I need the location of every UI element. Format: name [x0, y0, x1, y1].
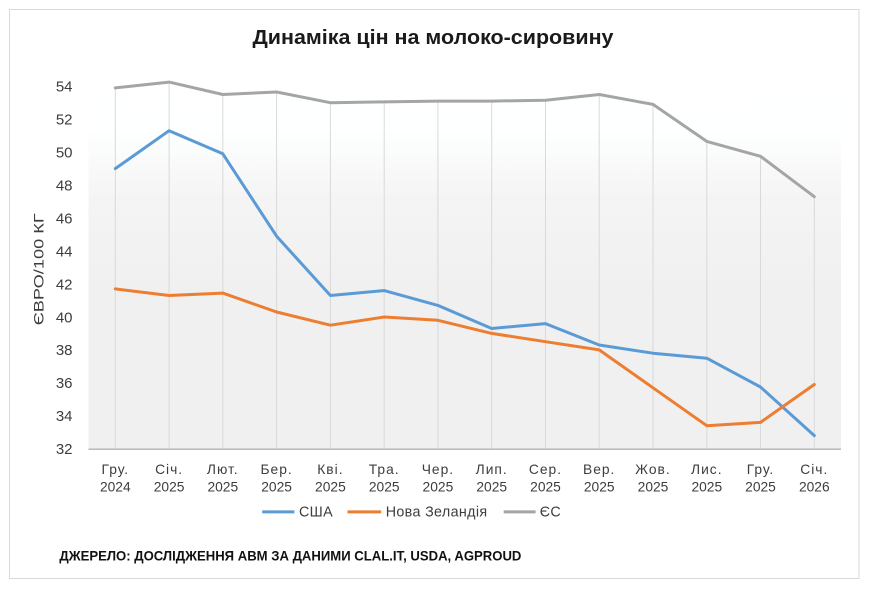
svg-text:Сер.: Сер.: [529, 462, 562, 477]
svg-text:40: 40: [56, 309, 73, 326]
svg-text:Гру.: Гру.: [102, 462, 130, 477]
svg-text:Жов.: Жов.: [635, 462, 670, 477]
svg-text:Чер.: Чер.: [422, 462, 454, 477]
svg-text:2025: 2025: [476, 479, 507, 494]
svg-text:Лис.: Лис.: [691, 462, 723, 477]
svg-text:54: 54: [56, 79, 73, 96]
svg-text:Кві.: Кві.: [317, 462, 343, 477]
svg-text:36: 36: [56, 375, 73, 392]
svg-text:Нова Зеландія: Нова Зеландія: [386, 505, 488, 521]
svg-text:США: США: [299, 505, 333, 521]
svg-text:2024: 2024: [100, 479, 131, 494]
svg-text:34: 34: [56, 408, 73, 425]
svg-text:ЄВРО/100 КГ: ЄВРО/100 КГ: [32, 212, 47, 325]
svg-text:2025: 2025: [638, 479, 669, 494]
svg-text:2025: 2025: [584, 479, 615, 494]
svg-text:2025: 2025: [530, 479, 561, 494]
svg-text:2025: 2025: [745, 479, 776, 494]
svg-text:Січ.: Січ.: [155, 462, 183, 477]
svg-text:Січ.: Січ.: [800, 462, 828, 477]
svg-text:Вер.: Вер.: [583, 462, 615, 477]
svg-text:44: 44: [56, 243, 73, 260]
svg-text:32: 32: [56, 441, 73, 458]
svg-text:52: 52: [56, 112, 73, 129]
svg-text:ЄС: ЄС: [540, 505, 561, 521]
svg-text:2025: 2025: [207, 479, 238, 494]
svg-text:2025: 2025: [261, 479, 292, 494]
svg-text:38: 38: [56, 342, 73, 359]
svg-text:2025: 2025: [315, 479, 346, 494]
svg-text:42: 42: [56, 276, 73, 293]
svg-text:2025: 2025: [369, 479, 400, 494]
svg-text:ДЖЕРЕЛО: ДОСЛІДЖЕННЯ АВМ ЗА ДА: ДЖЕРЕЛО: ДОСЛІДЖЕННЯ АВМ ЗА ДАНИМИ CLAL.…: [59, 548, 521, 563]
svg-text:Динаміка цін на молоко-сировин: Динаміка цін на молоко-сировину: [253, 26, 615, 49]
svg-text:Бер.: Бер.: [260, 462, 292, 477]
svg-text:Лип.: Лип.: [476, 462, 508, 477]
svg-text:Тра.: Тра.: [369, 462, 400, 477]
svg-text:46: 46: [56, 210, 73, 227]
svg-text:2025: 2025: [154, 479, 185, 494]
svg-text:48: 48: [56, 177, 73, 194]
svg-text:2025: 2025: [691, 479, 722, 494]
svg-text:2026: 2026: [799, 479, 830, 494]
svg-text:Лют.: Лют.: [207, 462, 239, 477]
svg-text:50: 50: [56, 145, 73, 162]
svg-text:Гру.: Гру.: [747, 462, 775, 477]
svg-text:2025: 2025: [423, 479, 454, 494]
